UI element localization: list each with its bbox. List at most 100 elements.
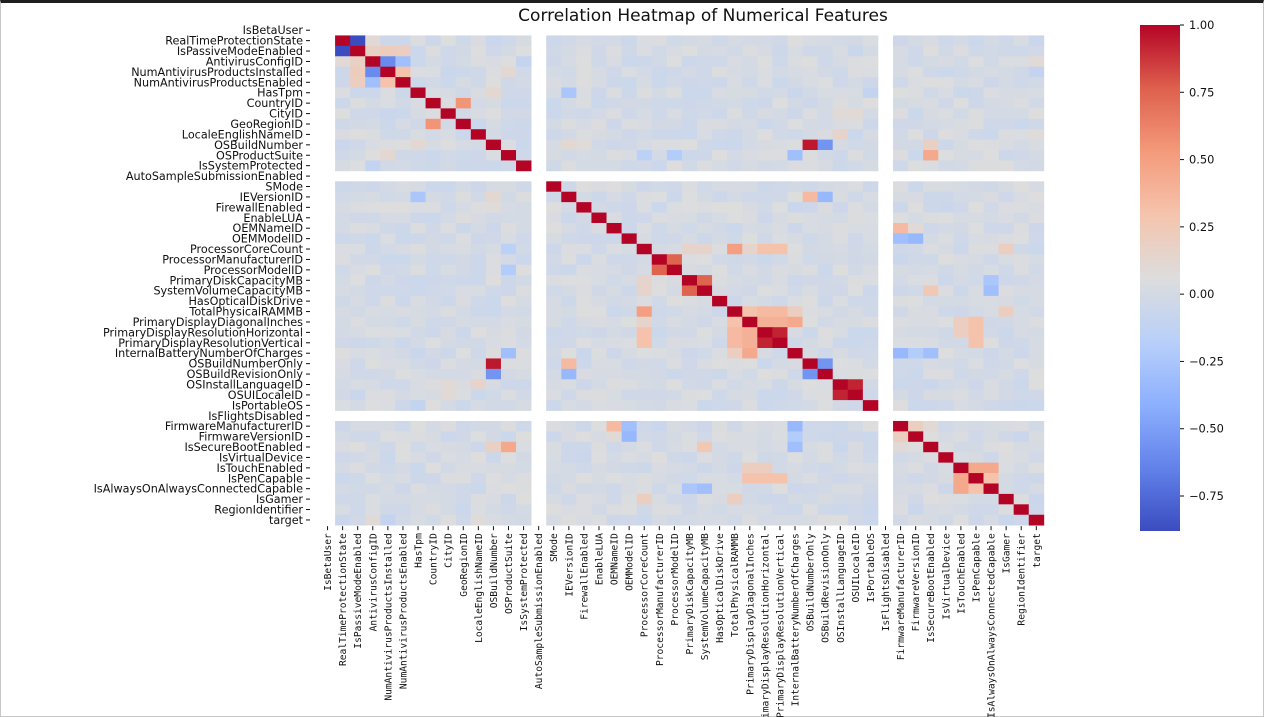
- heatmap-cell: [681, 45, 698, 57]
- heatmap-cell: [983, 337, 999, 349]
- heatmap-cell: [953, 77, 969, 88]
- heatmap-cell: [425, 327, 441, 338]
- heatmap-cell: [606, 295, 622, 307]
- heatmap-cell: [998, 222, 1015, 234]
- heatmap-cell: [621, 306, 638, 318]
- heatmap-cell: [621, 358, 638, 370]
- heatmap-cell: [410, 452, 426, 463]
- heatmap-cell: [893, 389, 909, 401]
- heatmap-cell: [365, 222, 381, 234]
- heatmap-cell: [757, 327, 773, 338]
- heatmap-cell: [862, 431, 879, 443]
- heatmap-cell: [440, 337, 457, 349]
- heatmap-cell: [802, 97, 818, 109]
- heatmap-cell: [1013, 514, 1030, 526]
- heatmap-cell: [455, 77, 472, 88]
- heatmap-cell: [636, 493, 653, 505]
- column-label: GeoRegionID: [459, 533, 470, 597]
- heatmap-cell: [742, 222, 758, 234]
- heatmap-cell: [802, 202, 818, 213]
- heatmap-cell: [606, 233, 622, 245]
- heatmap-cell: [862, 202, 879, 213]
- heatmap-cell: [455, 379, 472, 391]
- heatmap-cell: [817, 327, 834, 338]
- heatmap-cell: [335, 233, 351, 245]
- heatmap-cell: [576, 243, 592, 255]
- heatmap-cell: [697, 358, 713, 370]
- heatmap-cell: [485, 264, 502, 276]
- heatmap-cell: [787, 233, 803, 245]
- heatmap-cell: [666, 275, 683, 286]
- row-label: IsVirtualDevice: [219, 451, 303, 464]
- heatmap-cell: [546, 160, 562, 172]
- heatmap-cell: [681, 160, 698, 172]
- heatmap-cell: [576, 285, 592, 297]
- heatmap-cell: [335, 202, 351, 213]
- heatmap-cell: [727, 483, 743, 495]
- heatmap-cell: [772, 264, 788, 276]
- heatmap-cell: [712, 35, 728, 47]
- heatmap-cell: [335, 212, 351, 224]
- heatmap-cell: [395, 243, 411, 255]
- heatmap-cell: [832, 295, 849, 307]
- heatmap-cell: [576, 493, 592, 505]
- heatmap-cell: [757, 56, 773, 68]
- heatmap-cell: [983, 264, 999, 276]
- heatmap-cell: [757, 150, 773, 161]
- heatmap-cell: [893, 285, 909, 297]
- heatmap-cell: [787, 316, 803, 328]
- heatmap-cell: [1028, 337, 1045, 349]
- heatmap-cell: [847, 306, 864, 318]
- heatmap-cell: [1028, 118, 1045, 130]
- heatmap-cell: [757, 379, 773, 391]
- heatmap-cell: [1028, 87, 1045, 99]
- heatmap-cell: [847, 441, 864, 453]
- heatmap-cell: [621, 504, 638, 516]
- heatmap-cell: [546, 45, 562, 57]
- heatmap-cell: [410, 243, 426, 255]
- row-label: GeoRegionID: [230, 118, 303, 131]
- heatmap-cell: [576, 306, 592, 318]
- heatmap-cell: [591, 108, 607, 120]
- heatmap-cell: [651, 56, 668, 68]
- heatmap-cell: [847, 181, 864, 193]
- heatmap-cell: [862, 254, 879, 266]
- heatmap-cell: [953, 295, 969, 307]
- heatmap-cell: [1013, 87, 1030, 99]
- heatmap-cell: [938, 295, 954, 307]
- heatmap-cell: [968, 337, 984, 349]
- heatmap-cell: [1028, 462, 1045, 474]
- heatmap-cell: [862, 118, 879, 130]
- row-label: NumAntivirusProductsEnabled: [134, 76, 303, 89]
- heatmap-cell: [440, 514, 457, 526]
- heatmap-cell: [425, 441, 441, 453]
- heatmap-cell: [365, 160, 381, 172]
- heatmap-cell: [787, 306, 803, 318]
- heatmap-cell: [636, 118, 653, 130]
- heatmap-cell: [817, 139, 834, 151]
- heatmap-cell: [335, 97, 351, 109]
- heatmap-cell: [1013, 35, 1030, 47]
- heatmap-cell: [757, 462, 773, 474]
- heatmap-cell: [621, 462, 638, 474]
- heatmap-cell: [576, 254, 592, 266]
- heatmap-cell: [847, 243, 864, 255]
- heatmap-cell: [953, 431, 969, 443]
- heatmap-cell: [817, 97, 834, 109]
- heatmap-cell: [516, 202, 532, 213]
- heatmap-cell: [923, 400, 939, 411]
- heatmap-cell: [410, 160, 426, 172]
- heatmap-cell: [561, 420, 577, 432]
- heatmap-cell: [500, 358, 517, 370]
- heatmap-cell: [908, 389, 924, 401]
- heatmap-cell: [908, 66, 924, 78]
- heatmap-cell: [953, 441, 969, 453]
- heatmap-cell: [832, 202, 849, 213]
- heatmap-cell: [862, 420, 879, 432]
- heatmap-cell: [500, 368, 517, 380]
- heatmap-cell: [425, 97, 441, 109]
- heatmap-cell: [485, 389, 502, 401]
- heatmap-cell: [968, 327, 984, 338]
- heatmap-cell: [802, 462, 818, 474]
- heatmap-cell: [636, 129, 653, 140]
